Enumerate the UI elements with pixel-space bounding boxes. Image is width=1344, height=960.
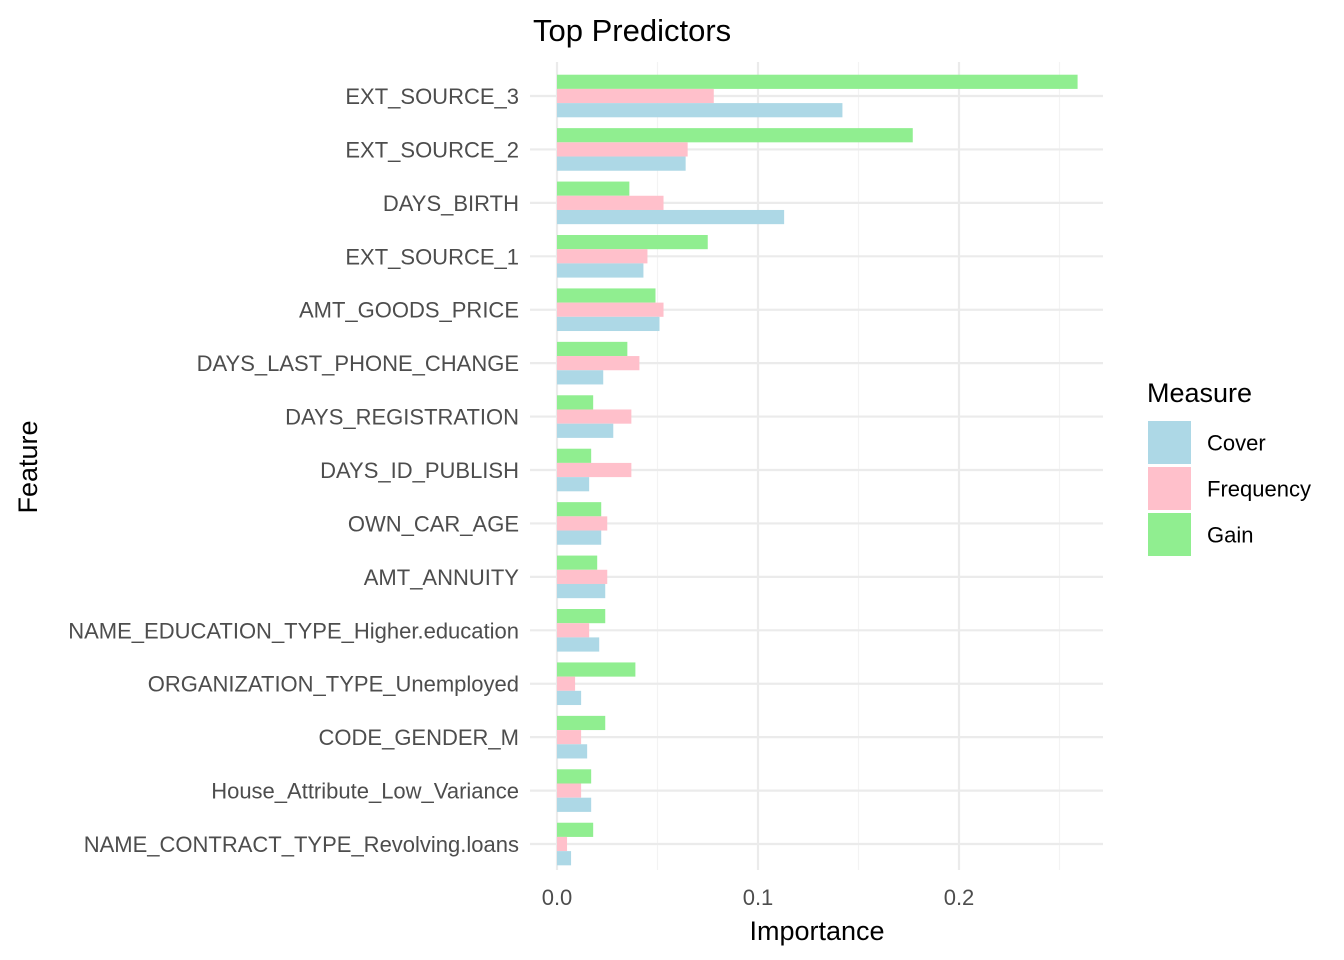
y-tick-label: DAYS_LAST_PHONE_CHANGE [197,351,519,376]
bar-cover [557,209,785,225]
x-tick-label: 0.1 [743,885,774,910]
y-tick-label: AMT_GOODS_PRICE [299,298,519,323]
bar-frequency [557,569,608,584]
chart-title: Top Predictors [533,13,731,48]
legend: Measure Cover Frequency Gain [1147,378,1311,556]
bar-gain [557,74,1078,89]
y-tick-label: EXT_SOURCE_2 [345,137,519,162]
bar-cover [557,263,644,278]
bar-cover [557,423,614,438]
bar-cover [557,103,843,118]
x-tick-labels: 0.0 0.1 0.2 [542,885,975,910]
y-axis-title: Feature [13,420,43,513]
y-tick-label: NAME_EDUCATION_TYPE_Higher.education [68,618,519,643]
bar-cover [557,851,572,866]
bar-frequency [557,623,590,638]
y-tick-label: DAYS_BIRTH [383,191,519,216]
y-tick-label: EXT_SOURCE_3 [345,84,519,109]
bar-gain [557,715,606,731]
bar-gain [557,341,628,357]
bar-gain [557,128,913,143]
y-tick-label: AMT_ANNUITY [364,565,520,590]
bar-gain [557,288,656,303]
bar-cover [557,370,604,385]
y-tick-label: ORGANIZATION_TYPE_Unemployed [148,672,519,697]
bar-gain [557,555,598,570]
y-tick-label: House_Attribute_Low_Variance [211,779,519,804]
x-axis-title: Importance [749,916,884,946]
bar-frequency [557,676,576,691]
bar-cover [557,744,588,759]
bar-frequency [557,462,632,478]
legend-key-frequency [1148,467,1191,510]
bar-gain [557,769,592,784]
y-tick-label: OWN_CAR_AGE [348,511,519,536]
bar-cover [557,690,582,706]
bar-gain [557,609,606,624]
bar-gain [557,234,708,250]
bar-gain [557,662,636,677]
bar-gain [557,822,594,837]
bar-cover [557,530,602,545]
legend-label-cover: Cover [1207,431,1266,456]
x-tick-label: 0.2 [944,885,975,910]
bar-gain [557,448,592,463]
bar-cover [557,797,592,812]
bar-cover [557,156,686,171]
bar-cover [557,583,606,599]
bar-cover [557,477,590,492]
bar-frequency [557,783,582,798]
legend-title: Measure [1147,378,1252,408]
bar-cover [557,637,600,652]
bar-frequency [557,409,632,424]
x-tick-label: 0.0 [542,885,573,910]
bar-gain [557,502,602,517]
bar-frequency [557,730,582,745]
bar-frequency [557,516,608,531]
bar-frequency [557,249,648,264]
y-tick-label: CODE_GENDER_M [319,725,519,750]
y-tick-label: EXT_SOURCE_1 [345,244,519,269]
bars [557,74,1078,866]
legend-key-gain [1148,513,1191,556]
legend-label-gain: Gain [1207,523,1253,548]
y-tick-labels: EXT_SOURCE_3 EXT_SOURCE_2 DAYS_BIRTH EXT_SO… [68,84,519,857]
bar-frequency [557,302,664,317]
bar-frequency [557,88,714,104]
bar-cover [557,316,660,332]
bar-frequency [557,836,568,852]
y-tick-label: DAYS_ID_PUBLISH [320,458,519,483]
y-tick-label: DAYS_REGISTRATION [285,405,519,430]
bar-frequency [557,142,688,157]
legend-key-cover [1148,421,1191,464]
bar-frequency [557,195,664,210]
bar-gain [557,395,594,410]
bar-frequency [557,356,640,371]
legend-label-frequency: Frequency [1207,477,1311,502]
bar-gain [557,181,630,196]
y-tick-label: NAME_CONTRACT_TYPE_Revolving.loans [84,832,519,857]
